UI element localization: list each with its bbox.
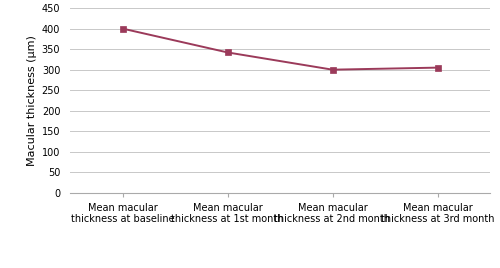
- Y-axis label: Macular thickness (μm): Macular thickness (μm): [28, 35, 38, 166]
